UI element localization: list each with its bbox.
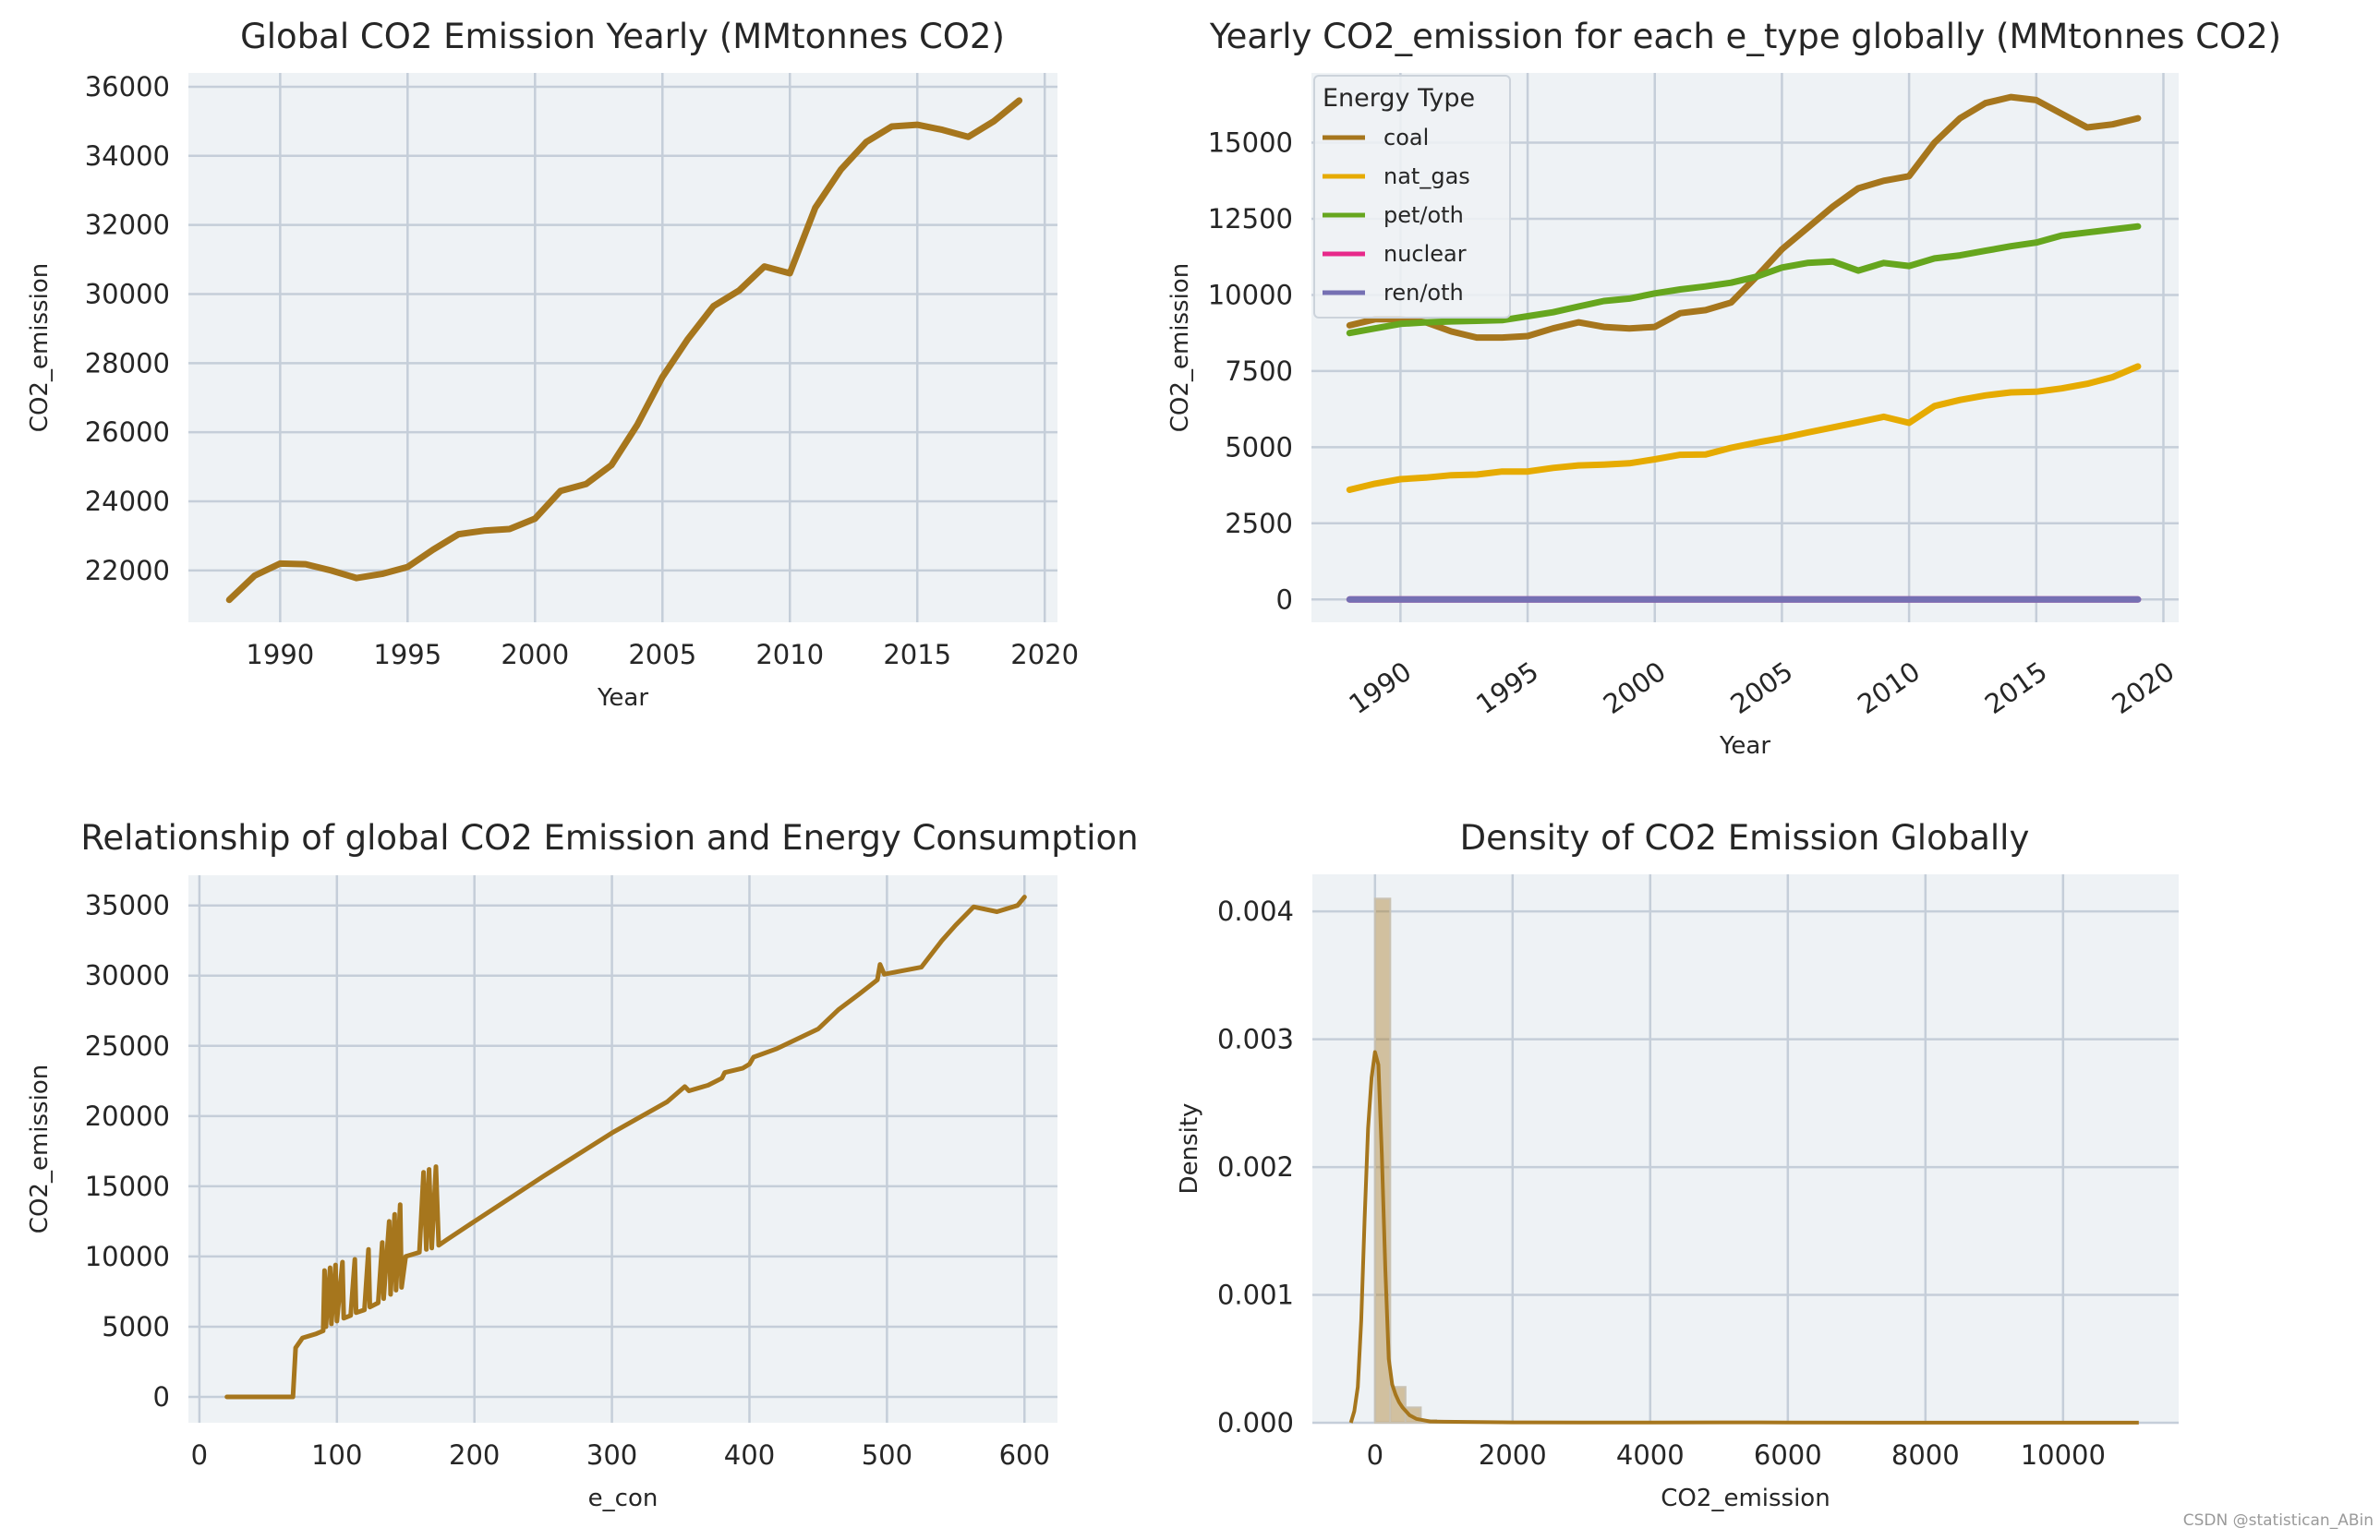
- x-tick-label: 2020: [1010, 639, 1079, 670]
- x-tick-label: 2005: [628, 639, 696, 670]
- x-tick-label: 200: [449, 1439, 500, 1471]
- y-tick-label: 7500: [1225, 355, 1293, 387]
- legend-label: coal: [1383, 125, 1429, 150]
- x-tick-label: 0: [191, 1439, 208, 1471]
- series-line-coal: [1346, 93, 2142, 342]
- x-tick-label: 10000: [2021, 1439, 2106, 1471]
- y-tick-label: 12500: [1208, 203, 1293, 235]
- legend-label: nuclear: [1383, 241, 1467, 267]
- y-tick-label: 0.003: [1217, 1024, 1294, 1055]
- x-tick-label: 4000: [1616, 1439, 1685, 1471]
- y-tick-label: 24000: [85, 486, 170, 517]
- legend-label: ren/oth: [1383, 280, 1464, 306]
- y-tick-label: 34000: [85, 140, 170, 172]
- y-tick-label: 32000: [85, 210, 170, 241]
- x-tick-label: 2020: [2107, 656, 2181, 720]
- x-tick-label: 400: [724, 1439, 775, 1471]
- x-axis-label: Year: [1719, 732, 1770, 760]
- chart-title: Global CO2 Emission Yearly (MMtonnes CO2…: [240, 17, 1005, 56]
- y-tick-label: 0.004: [1217, 896, 1294, 927]
- x-tick-label: 0: [1367, 1439, 1383, 1471]
- y-axis-label: CO2_emission: [26, 1065, 54, 1233]
- y-tick-label: 10000: [85, 1241, 170, 1272]
- x-axis-label: Year: [597, 684, 648, 712]
- chart-title: Yearly CO2_emission for each e_type glob…: [1209, 17, 2281, 56]
- y-tick-label: 22000: [85, 555, 170, 586]
- y-tick-label: 5000: [102, 1311, 170, 1342]
- histogram-bar: [1389, 1386, 1407, 1424]
- chart-panel-3: 0 100 200 300 400 500 600 0 5000 10000 15000 20000 2…: [26, 818, 1139, 1512]
- y-tick-label: 26000: [85, 416, 170, 448]
- chart-panel-2: 1990 1995 2000 2005 2010 2015 2020 0 2500 5000 750…: [1166, 17, 2281, 760]
- y-tick-label: 30000: [85, 960, 170, 992]
- series-line-nat_gas: [1346, 363, 2142, 493]
- x-tick-label: 1990: [1343, 656, 1417, 720]
- x-tick-label: 1995: [373, 639, 441, 670]
- plot-area: [188, 73, 1057, 622]
- y-tick-label: 10000: [1208, 279, 1293, 310]
- x-tick-label: 2010: [1852, 656, 1926, 720]
- chart-panel-4: 0 2000 4000 6000 8000 10000 0.000 0.001 0.002 0.0…: [1176, 818, 2179, 1512]
- y-tick-label: 0.000: [1217, 1407, 1294, 1438]
- legend-title: Energy Type: [1323, 84, 1475, 113]
- y-tick-label: 25000: [85, 1030, 170, 1062]
- y-tick-label: 0.002: [1217, 1151, 1294, 1183]
- chart-title: Density of CO2 Emission Globally: [1460, 818, 2030, 858]
- series-line-pet-oth: [1346, 223, 2142, 337]
- y-tick-label: 30000: [85, 278, 170, 309]
- x-tick-label: 2015: [1979, 656, 2053, 720]
- plot-area: [1312, 874, 2179, 1423]
- x-tick-label: 2005: [1724, 656, 1798, 720]
- y-tick-label: 5000: [1225, 431, 1293, 463]
- y-tick-label: 35000: [85, 890, 170, 921]
- x-tick-label: 500: [862, 1439, 912, 1471]
- series-line: [224, 895, 1027, 1400]
- chart-panel-1: 1990 1995 2000 2005 2010 2015 2020 22000 24000 26…: [26, 17, 1079, 712]
- y-tick-label: 36000: [85, 71, 170, 102]
- x-axis-label: CO2_emission: [1661, 1485, 1830, 1512]
- x-tick-label: 2000: [1479, 1439, 1547, 1471]
- y-tick-label: 28000: [85, 347, 170, 379]
- x-axis-label: e_con: [588, 1485, 658, 1512]
- x-tick-label: 1995: [1470, 656, 1544, 720]
- series-line: [225, 97, 1023, 604]
- chart-title: Relationship of global CO2 Emission and …: [80, 818, 1138, 858]
- y-tick-label: 0.001: [1217, 1280, 1294, 1311]
- y-tick-label: 2500: [1225, 508, 1293, 539]
- x-tick-label: 2000: [1598, 656, 1672, 720]
- x-tick-label: 2015: [883, 639, 951, 670]
- x-tick-label: 300: [586, 1439, 637, 1471]
- y-tick-label: 0: [1276, 584, 1293, 615]
- kde-line: [1348, 1050, 2139, 1425]
- y-tick-label: 20000: [85, 1101, 170, 1132]
- watermark: CSDN @statistican_ABin: [2183, 1511, 2374, 1530]
- x-tick-label: 8000: [1891, 1439, 1960, 1471]
- plot-area: [188, 875, 1057, 1423]
- x-tick-label: 6000: [1754, 1439, 1822, 1471]
- x-tick-label: 2000: [501, 639, 569, 670]
- x-tick-label: 100: [311, 1439, 362, 1471]
- y-tick-label: 0: [153, 1381, 170, 1413]
- legend-label: nat_gas: [1383, 163, 1470, 189]
- y-axis-label: CO2_emission: [1166, 263, 1194, 432]
- y-tick-label: 15000: [1208, 127, 1293, 159]
- y-axis-label: Density: [1176, 1103, 1203, 1195]
- x-tick-label: 600: [999, 1439, 1050, 1471]
- legend: Energy Type coal nat_gas pet/oth nuclear ren/…: [1313, 75, 1511, 319]
- legend-label: pet/oth: [1383, 202, 1464, 228]
- x-tick-label: 1990: [246, 639, 314, 670]
- y-axis-label: CO2_emission: [26, 263, 54, 432]
- x-tick-label: 2010: [755, 639, 824, 670]
- y-tick-label: 15000: [85, 1171, 170, 1202]
